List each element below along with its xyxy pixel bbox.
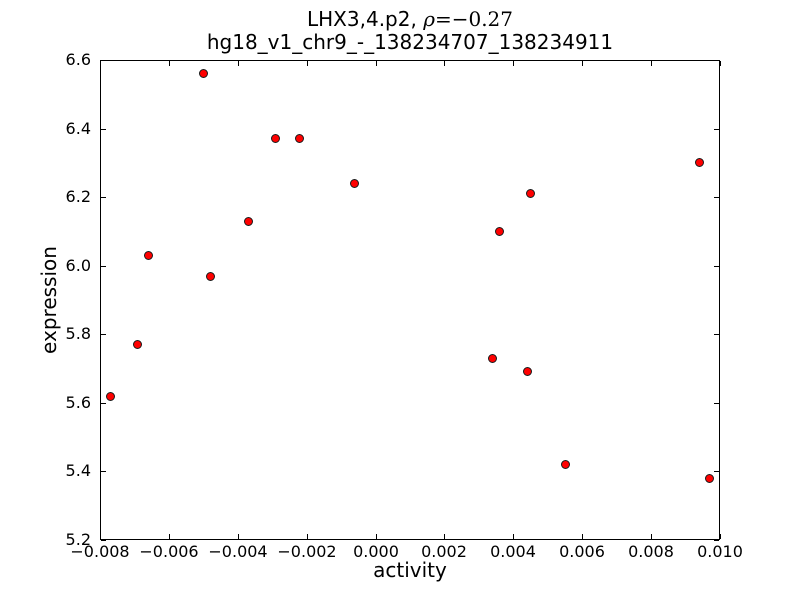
data-point xyxy=(350,179,359,188)
x-axis-tick-top xyxy=(444,61,445,66)
y-axis-tick-right xyxy=(714,266,719,267)
y-axis-tick-right xyxy=(714,334,719,335)
title-rho-symbol: ρ xyxy=(423,7,435,31)
y-tick-label: 5.6 xyxy=(65,393,91,412)
data-point xyxy=(133,340,142,349)
data-point xyxy=(488,354,497,363)
data-point xyxy=(199,69,208,78)
y-axis-tick xyxy=(101,540,106,541)
title-gene-label: LHX3,4.p2, xyxy=(307,7,424,31)
x-tick-label: 0.004 xyxy=(490,542,536,561)
y-axis-tick-right xyxy=(714,471,719,472)
x-axis-tick-top xyxy=(651,61,652,66)
data-point xyxy=(144,251,153,260)
data-point xyxy=(705,474,714,483)
x-axis-tick xyxy=(100,534,101,539)
x-axis-tick xyxy=(238,534,239,539)
title-region-label: hg18_v1_chr9_-_138234707_138234911 xyxy=(206,30,614,54)
x-tick-label: 0.002 xyxy=(421,542,467,561)
x-tick-label: −0.002 xyxy=(277,542,337,561)
x-tick-label: 0.000 xyxy=(353,542,399,561)
x-axis-tick-top xyxy=(513,61,514,66)
y-axis-tick xyxy=(101,266,106,267)
y-axis-tick-right xyxy=(714,197,719,198)
y-axis-tick xyxy=(101,334,106,335)
data-point xyxy=(561,460,570,469)
x-axis-tick-top xyxy=(582,61,583,66)
y-tick-label: 5.2 xyxy=(65,530,91,549)
data-point xyxy=(206,272,215,281)
y-tick-label: 6.0 xyxy=(65,256,91,275)
title-correlation-value: =−0.27 xyxy=(434,7,513,31)
y-axis-tick xyxy=(101,471,106,472)
data-point xyxy=(106,392,115,401)
x-axis-tick xyxy=(444,534,445,539)
x-axis-tick xyxy=(720,534,721,539)
y-axis-tick xyxy=(101,197,106,198)
x-tick-label: 0.008 xyxy=(628,542,674,561)
y-axis-tick-right xyxy=(714,60,719,61)
y-axis-tick xyxy=(101,60,106,61)
chart-title: LHX3,4.p2, ρ=−0.27 hg18_v1_chr9_-_138234… xyxy=(100,8,720,54)
plot-area xyxy=(100,60,720,540)
title-line-1: LHX3,4.p2, ρ=−0.27 xyxy=(100,8,720,31)
y-axis-tick xyxy=(101,129,106,130)
y-tick-label: 6.4 xyxy=(65,119,91,138)
y-tick-label: 5.8 xyxy=(65,324,91,343)
x-axis-tick-top xyxy=(307,61,308,66)
x-axis-tick-top xyxy=(720,61,721,66)
y-axis-tick-right xyxy=(714,540,719,541)
x-tick-label: −0.008 xyxy=(70,542,130,561)
data-point xyxy=(271,134,280,143)
data-point xyxy=(695,158,704,167)
data-point xyxy=(244,217,253,226)
x-axis-tick xyxy=(169,534,170,539)
x-axis-tick xyxy=(376,534,377,539)
data-point xyxy=(526,189,535,198)
x-tick-label: −0.006 xyxy=(139,542,199,561)
y-tick-label: 5.4 xyxy=(65,461,91,480)
x-axis-tick-top xyxy=(100,61,101,66)
x-tick-label: 0.006 xyxy=(559,542,605,561)
data-point xyxy=(295,134,304,143)
y-axis-tick xyxy=(101,403,106,404)
y-tick-label: 6.2 xyxy=(65,187,91,206)
x-axis-tick-top xyxy=(238,61,239,66)
x-tick-label: 0.010 xyxy=(697,542,743,561)
x-axis-label: activity xyxy=(373,558,447,582)
data-point xyxy=(523,367,532,376)
x-axis-tick xyxy=(307,534,308,539)
x-axis-tick xyxy=(582,534,583,539)
x-axis-tick xyxy=(513,534,514,539)
y-axis-tick-right xyxy=(714,129,719,130)
data-point xyxy=(495,227,504,236)
x-axis-tick-top xyxy=(376,61,377,66)
x-axis-tick xyxy=(651,534,652,539)
x-tick-label: −0.004 xyxy=(208,542,268,561)
y-tick-label: 6.6 xyxy=(65,50,91,69)
x-axis-tick-top xyxy=(169,61,170,66)
y-axis-tick-right xyxy=(714,403,719,404)
